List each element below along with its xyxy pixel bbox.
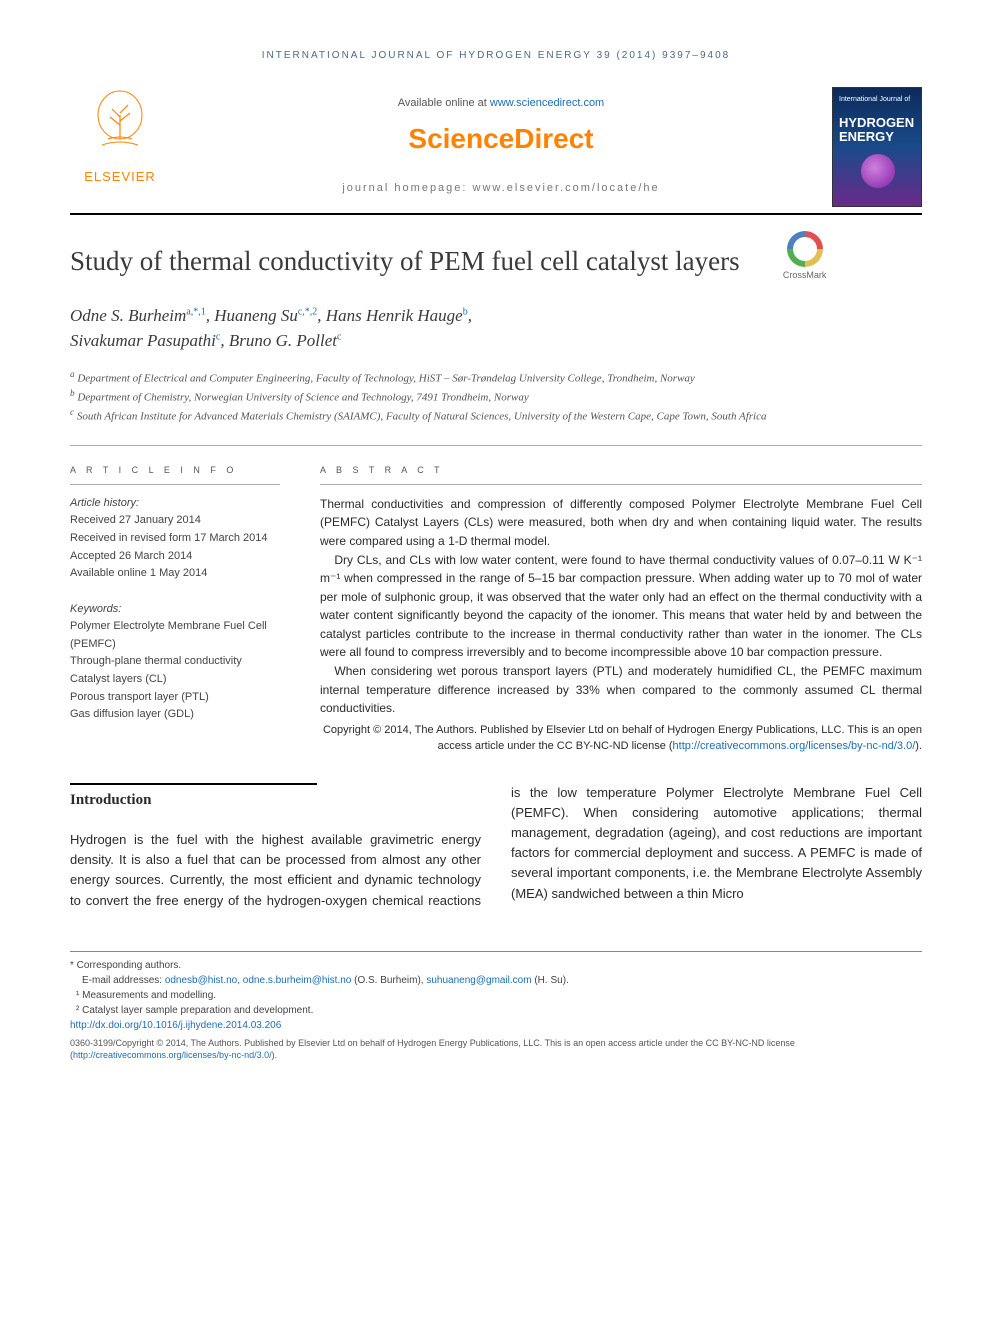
abstract-column: A B S T R A C T Thermal conductivities a… (320, 464, 922, 755)
affiliation-a-text: Department of Electrical and Computer En… (77, 372, 694, 384)
author-5-sup: c (337, 332, 341, 343)
history-online: Available online 1 May 2014 (70, 565, 280, 583)
available-prefix: Available online at (398, 97, 490, 109)
cover-graphic-icon (861, 154, 895, 188)
body-columns: Introduction Hydrogen is the fuel with t… (70, 783, 922, 911)
article-info-heading: A R T I C L E I N F O (70, 464, 280, 485)
crossmark-badge[interactable]: CrossMark (760, 231, 850, 283)
author-1: Odne S. Burheim (70, 306, 186, 325)
author-5: Bruno G. Pollet (229, 331, 337, 350)
copyright-close: ). (915, 740, 922, 752)
affiliation-b: b Department of Chemistry, Norwegian Uni… (70, 387, 922, 406)
affiliations: a Department of Electrical and Computer … (70, 368, 922, 425)
crossmark-icon (787, 231, 823, 267)
corresponding-authors-note: * Corresponding authors. (70, 958, 922, 973)
running-head: INTERNATIONAL JOURNAL OF HYDROGEN ENERGY… (70, 48, 922, 63)
author-4-sup: c (216, 332, 220, 343)
author-3: Hans Henrik Hauge (326, 306, 463, 325)
author-3-sup: b (463, 306, 468, 317)
authors-line: Odne S. Burheima,*,1, Huaneng Suc,*,2, H… (70, 303, 922, 354)
banner-center: Available online at www.sciencedirect.co… (170, 87, 832, 196)
affiliation-a: a Department of Electrical and Computer … (70, 368, 922, 387)
history-accepted: Accepted 26 March 2014 (70, 548, 280, 566)
keyword-4: Gas diffusion layer (GDL) (70, 706, 280, 724)
email-link-1b[interactable]: odne.s.burheim@hist.no (243, 975, 352, 986)
abstract-heading: A B S T R A C T (320, 464, 922, 485)
affiliation-c: c South African Institute for Advanced M… (70, 406, 922, 425)
author-1-sup: a,*,1 (186, 306, 205, 317)
abstract-text: Thermal conductivities and compression o… (320, 495, 922, 718)
elsevier-text: ELSEVIER (70, 167, 170, 187)
crossmark-label: CrossMark (760, 269, 850, 283)
footnotes: * Corresponding authors. E-mail addresse… (70, 951, 922, 1062)
journal-homepage: journal homepage: www.elsevier.com/locat… (170, 180, 832, 197)
email-link-2[interactable]: suhuaneng@gmail.com (426, 975, 531, 986)
history-label: Article history: (70, 495, 280, 513)
footer-close: ). (272, 1050, 278, 1060)
email-name-2: (H. Su). (532, 975, 569, 986)
footer-copyright: 0360-3199/Copyright © 2014, The Authors.… (70, 1037, 922, 1062)
keywords-label: Keywords: (70, 601, 280, 619)
article-history: Article history: Received 27 January 201… (70, 495, 280, 583)
available-online-line: Available online at www.sciencedirect.co… (170, 95, 832, 112)
affiliation-b-text: Department of Chemistry, Norwegian Unive… (77, 392, 528, 404)
top-banner: ELSEVIER Available online at www.science… (70, 87, 922, 215)
keyword-1: Through-plane thermal conductivity (70, 653, 280, 671)
elsevier-logo: ELSEVIER (70, 87, 170, 186)
journal-cover: International Journal of HYDROGEN ENERGY (832, 87, 922, 207)
article-title: Study of thermal conductivity of PEM fue… (70, 245, 740, 279)
cover-big-text: HYDROGEN ENERGY (839, 116, 915, 145)
author-2-sup: c,*,2 (298, 306, 317, 317)
abstract-p1: Thermal conductivities and compression o… (320, 495, 922, 551)
author-4: Sivakumar Pasupathi (70, 331, 216, 350)
sciencedirect-logo: ScienceDirect (170, 118, 832, 160)
keyword-2: Catalyst layers (CL) (70, 671, 280, 689)
abstract-p2: Dry CLs, and CLs with low water content,… (320, 551, 922, 663)
keyword-3: Porous transport layer (PTL) (70, 689, 280, 707)
info-row: A R T I C L E I N F O Article history: R… (70, 445, 922, 755)
author-2: Huaneng Su (214, 306, 298, 325)
history-received: Received 27 January 2014 (70, 512, 280, 530)
section-introduction-heading: Introduction (70, 783, 317, 812)
email-link-1[interactable]: odnesb@hist.no (165, 975, 237, 986)
doi-link[interactable]: http://dx.doi.org/10.1016/j.ijhydene.201… (70, 1020, 281, 1031)
copyright-block: Copyright © 2014, The Authors. Published… (320, 722, 922, 755)
footnote-2: ² Catalyst layer sample preparation and … (70, 1003, 922, 1018)
sciencedirect-link[interactable]: www.sciencedirect.com (490, 97, 604, 109)
emails-label: E-mail addresses: (82, 975, 165, 986)
cover-small-text: International Journal of (839, 96, 915, 104)
email-line: E-mail addresses: odnesb@hist.no, odne.s… (70, 973, 922, 988)
elsevier-tree-icon (90, 87, 150, 157)
article-info-column: A R T I C L E I N F O Article history: R… (70, 464, 280, 755)
cc-license-link[interactable]: http://creativecommons.org/licenses/by-n… (673, 740, 916, 752)
affiliation-c-text: South African Institute for Advanced Mat… (77, 411, 767, 423)
footer-cc-link[interactable]: http://creativecommons.org/licenses/by-n… (73, 1050, 272, 1060)
footnote-1: ¹ Measurements and modelling. (70, 988, 922, 1003)
history-revised: Received in revised form 17 March 2014 (70, 530, 280, 548)
email-name-1: (O.S. Burheim), (351, 975, 426, 986)
abstract-p3: When considering wet porous transport la… (320, 662, 922, 718)
keyword-0: Polymer Electrolyte Membrane Fuel Cell (… (70, 618, 280, 653)
keywords-block: Keywords: Polymer Electrolyte Membrane F… (70, 601, 280, 724)
